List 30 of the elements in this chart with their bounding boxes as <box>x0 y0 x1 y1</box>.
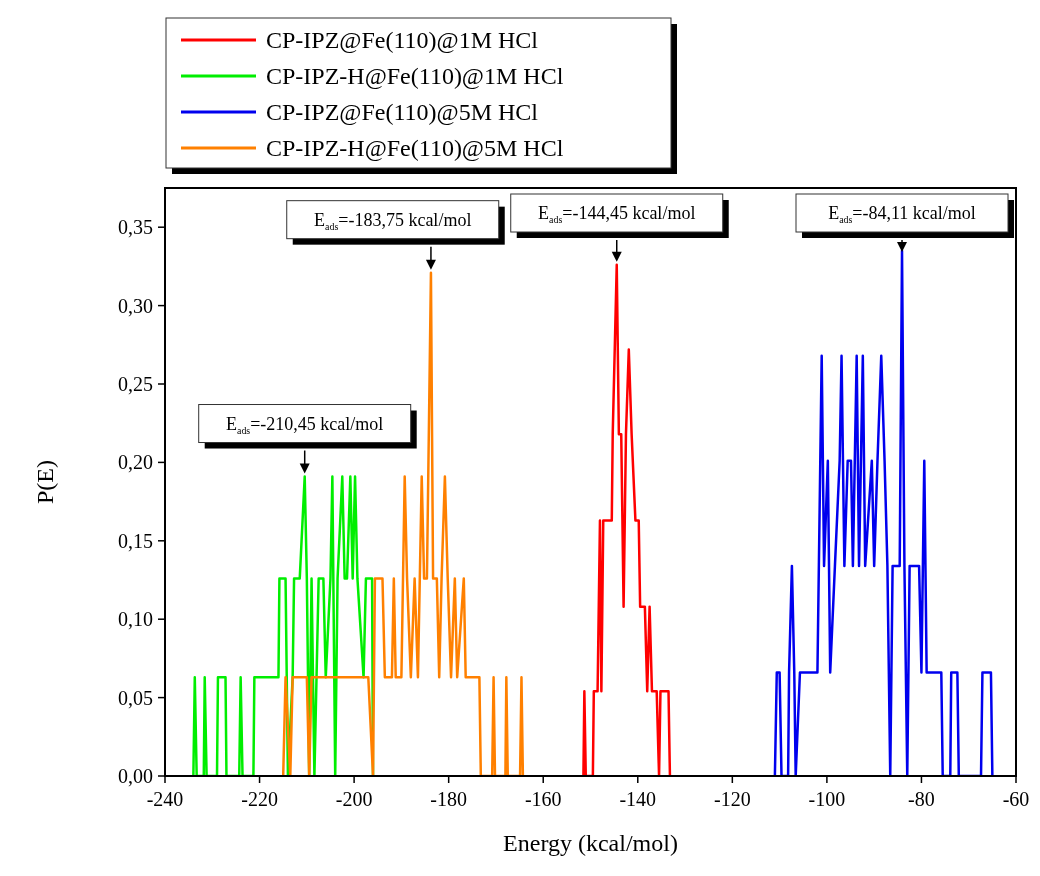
x-tick-label: -140 <box>619 788 657 810</box>
x-axis-title: Energy (kcal/mol) <box>503 830 678 856</box>
y-tick-label: 0,25 <box>118 373 153 395</box>
y-tick-label: 0,20 <box>118 451 153 474</box>
x-tick-label: -60 <box>1002 788 1030 810</box>
x-tick-label: -180 <box>430 788 467 810</box>
x-tick-label: -220 <box>241 788 278 810</box>
y-tick-label: 0,00 <box>118 765 153 787</box>
x-tick-label: -100 <box>808 788 846 810</box>
x-tick-label: -240 <box>146 788 184 810</box>
y-tick-label: 0,10 <box>118 608 153 631</box>
annotation: E$_{ads}$=-144,45 kcal/mol <box>538 203 696 225</box>
legend-label: CP-IPZ@Fe(110)@1M HCl <box>266 27 539 54</box>
legend-label: CP-IPZ@Fe(110)@5M HCl <box>266 99 539 126</box>
annotation: E$_{ads}$=-210,45 kcal/mol <box>226 413 384 436</box>
x-tick-label: -160 <box>524 788 562 810</box>
x-tick-label: -120 <box>714 788 751 810</box>
annotation: E$_{ads}$=-84,11 kcal/mol <box>828 203 976 225</box>
line-series <box>192 475 375 776</box>
legend-label: CP-IPZ-H@Fe(110)@5M HCl <box>266 135 564 162</box>
legend-label: CP-IPZ-H@Fe(110)@1M HCl <box>266 63 564 90</box>
y-axis-title: P(E) <box>32 460 58 504</box>
y-tick-label: 0,05 <box>118 686 153 709</box>
x-tick-label: -80 <box>908 788 935 810</box>
annotation: E$_{ads}$=-183,75 kcal/mol <box>314 209 472 232</box>
x-tick-label: -200 <box>335 788 373 810</box>
y-tick-label: 0,35 <box>118 216 153 239</box>
y-tick-label: 0,30 <box>118 294 153 317</box>
line-series <box>582 263 672 776</box>
y-tick-label: 0,15 <box>118 529 153 552</box>
